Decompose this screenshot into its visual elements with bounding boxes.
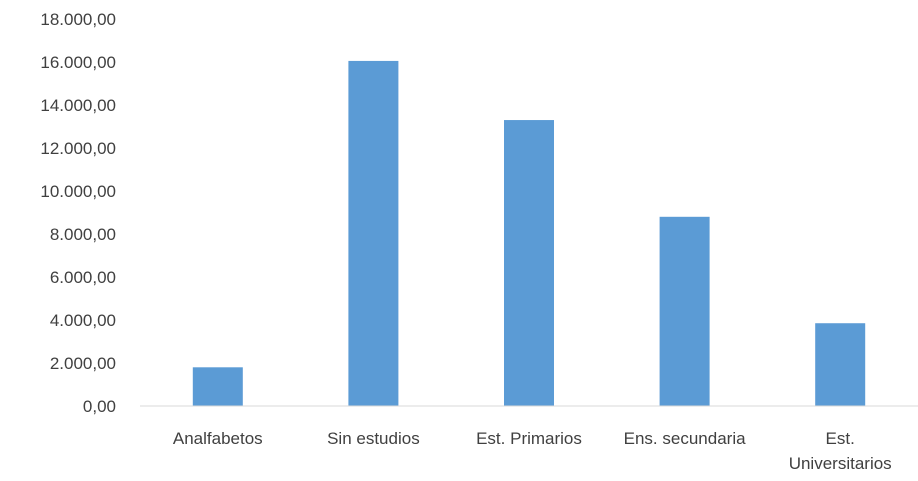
bar <box>192 367 243 406</box>
bar <box>659 216 710 406</box>
bar <box>815 323 866 406</box>
y-tick-label: 12.000,00 <box>40 139 116 158</box>
bar <box>504 120 554 407</box>
x-category-label: Ens. secundaria <box>624 429 746 448</box>
y-axis: 0,00 2.000,00 4.000,00 6.000,00 8.000,00 10.0… <box>40 10 116 416</box>
y-tick-label: 2.000,00 <box>50 354 116 373</box>
x-category-label: Analfabetos <box>173 429 263 448</box>
x-axis: Analfabetos Sin estudios Est. Primarios Ens… <box>140 405 918 473</box>
x-category-label: Est. Universitarios <box>789 429 892 473</box>
x-category-label: Sin estudios <box>327 429 420 448</box>
y-tick-label: 4.000,00 <box>50 311 116 330</box>
y-tick-label: 16.000,00 <box>40 53 116 72</box>
y-tick-label: 18.000,00 <box>40 10 116 29</box>
y-tick-label: 8.000,00 <box>50 225 116 244</box>
y-tick-label: 10.000,00 <box>40 182 116 201</box>
y-tick-label: 14.000,00 <box>40 96 116 115</box>
bar <box>348 60 399 407</box>
y-tick-label: 6.000,00 <box>50 268 116 287</box>
bar-series <box>192 60 866 407</box>
y-tick-label: 0,00 <box>83 397 116 416</box>
x-category-label: Est. Primarios <box>476 429 582 448</box>
